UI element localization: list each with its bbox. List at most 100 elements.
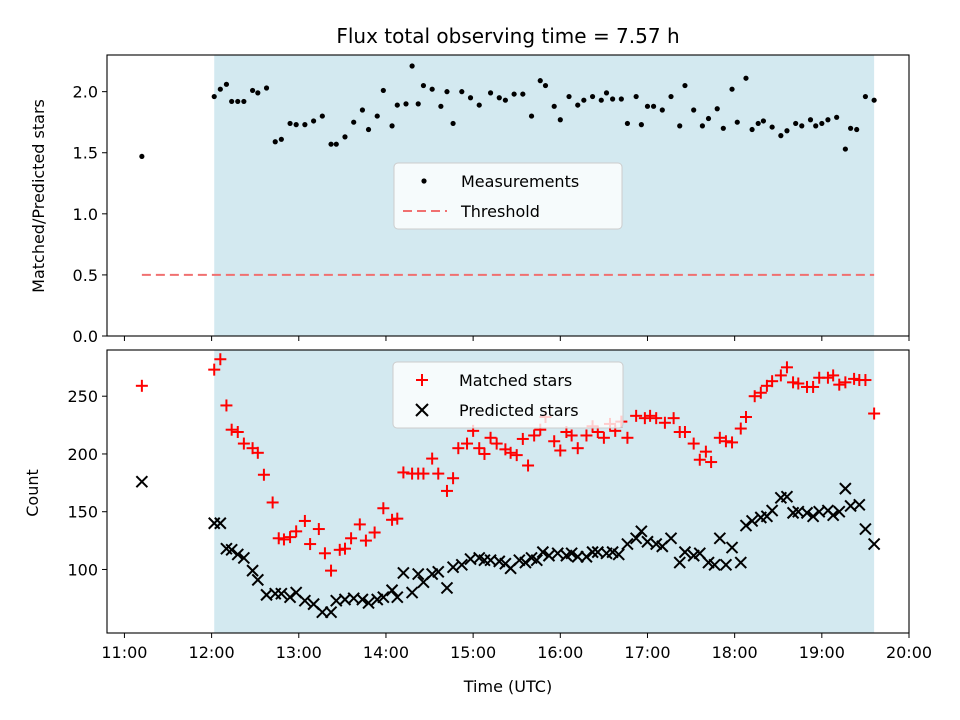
matched-star-point [630, 409, 643, 422]
measurement-point [511, 91, 517, 97]
x-tick-label: 19:00 [799, 643, 845, 662]
measurement-point [467, 95, 474, 101]
predicted-star-point [542, 549, 556, 562]
matched-star-point [386, 513, 399, 526]
predicted-star-point [530, 554, 543, 567]
measurement-point [778, 133, 784, 139]
measurement-point [302, 122, 308, 128]
measurement-point [389, 123, 395, 129]
measurement-point [211, 93, 217, 100]
matched-star-point [678, 426, 691, 439]
matched-star-point [667, 412, 680, 425]
predicted-star-point [275, 587, 288, 600]
predicted-star-point [765, 504, 779, 517]
measurement-point [429, 86, 435, 92]
measurement-point [624, 120, 631, 127]
measurement-point [566, 93, 572, 100]
measurement-point [729, 86, 735, 92]
matched-star-point [859, 374, 872, 387]
legend-predicted-marker [415, 403, 429, 417]
measurement-point [618, 96, 624, 102]
ratio-y-axis-label: Matched/Predicted stars [29, 99, 48, 293]
measurement-point [659, 107, 665, 113]
x-tick-label: 11:00 [101, 643, 147, 662]
predicted-star-point [385, 584, 399, 597]
x-tick-label: 20:00 [886, 643, 932, 662]
measurement-point [633, 93, 639, 100]
legend-matched-marker [416, 374, 428, 386]
measurement-point [249, 87, 256, 94]
measurement-point [799, 123, 805, 129]
matched-star-point [807, 380, 820, 393]
matched-star-point [766, 375, 779, 388]
predicted-star-point [734, 556, 747, 569]
measurement-point [668, 93, 674, 100]
predicted-star-point [641, 535, 654, 548]
measurement-point [235, 98, 241, 105]
measurement-point [699, 123, 705, 129]
predicted-star-point [536, 545, 550, 559]
measurement-point [351, 119, 357, 125]
matched-star-point [792, 377, 805, 390]
matched-star-point [440, 484, 453, 497]
matched-star-point [447, 472, 460, 485]
predicted-star-point [246, 564, 259, 577]
measurement-point [581, 97, 587, 103]
predicted-star-point [635, 525, 648, 538]
measurement-point [374, 113, 380, 119]
predicted-star-point [283, 590, 297, 604]
matched-star-point [821, 371, 834, 384]
measurement-point [598, 97, 604, 103]
predicted-star-point [135, 475, 149, 488]
measurement-point [415, 101, 421, 107]
predicted-star-point [833, 505, 846, 518]
predicted-star-point [739, 519, 753, 532]
measurement-point [677, 123, 683, 129]
predicted-star-point [405, 586, 419, 599]
predicted-star-point [826, 508, 840, 522]
predicted-star-point [455, 558, 469, 572]
predicted-star-point [612, 548, 625, 561]
predicted-star-point [621, 537, 634, 551]
measurement-point [714, 106, 720, 112]
measurement-point [720, 125, 726, 131]
measurement-point [575, 102, 581, 108]
x-tick-label: 14:00 [363, 643, 409, 662]
matched-star-point [848, 372, 861, 385]
matched-star-point [490, 437, 503, 450]
matched-star-point [417, 467, 430, 480]
predicted-star-point [565, 547, 578, 560]
measurement-point [496, 95, 502, 101]
predicted-star-point [362, 596, 375, 610]
y-tick-label: 250 [67, 387, 98, 406]
matched-star-point [461, 437, 474, 450]
measurement-point [444, 89, 450, 95]
measurement-point [139, 153, 145, 160]
matched-star-point [257, 468, 270, 481]
y-tick-label: 0.5 [73, 266, 98, 285]
measurement-point [319, 113, 325, 119]
legend-measurements-label: Measurements [461, 172, 579, 191]
x-tick-label: 16:00 [537, 643, 583, 662]
measurement-point [263, 85, 270, 91]
predicted-star-point [298, 594, 312, 607]
measurement-point [793, 120, 799, 127]
count-panel: 100 150 200 250 11:00 12:00 13:00 14:00 15:00 16… [23, 349, 932, 696]
measurement-point [842, 146, 848, 152]
matched-star-point [621, 431, 634, 444]
predicted-star-point [551, 547, 564, 560]
measurement-point [342, 134, 348, 140]
matched-star-point [298, 514, 311, 527]
matched-star-point [713, 431, 726, 444]
matched-star-point [522, 459, 535, 472]
predicted-star-point [713, 532, 727, 545]
matched-star-point [726, 436, 739, 449]
predicted-star-point [519, 556, 532, 569]
measurement-point [409, 63, 415, 69]
measurement-point [650, 103, 657, 109]
predicted-star-point [412, 567, 425, 581]
matched-star-point [473, 442, 486, 455]
predicted-star-point [780, 490, 794, 503]
measurement-point [610, 96, 616, 102]
matched-star-point [208, 363, 221, 376]
